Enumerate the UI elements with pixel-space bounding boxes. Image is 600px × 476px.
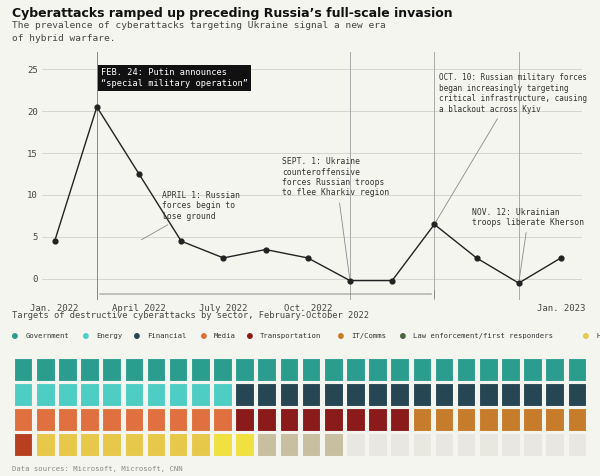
Point: [92, 103, 101, 111]
Point: [430, 220, 439, 228]
Text: ●: ●: [12, 330, 18, 341]
Point: [134, 170, 144, 178]
Text: FEB. 24: Putin announces
“special military operation”: FEB. 24: Putin announces “special milita…: [101, 68, 248, 88]
Text: Data sources: Microsoft, Microsoft, CNN: Data sources: Microsoft, Microsoft, CNN: [12, 466, 182, 472]
Text: The prevalence of cyberattacks targeting Ukraine signal a new era
of hybrid warf: The prevalence of cyberattacks targeting…: [12, 21, 386, 43]
Text: ●: ●: [583, 330, 589, 341]
Text: APRIL 1: Russian
forces begin to
lose ground: APRIL 1: Russian forces begin to lose gr…: [142, 191, 240, 240]
Text: SEPT. 1: Ukraine
counteroffensive
forces Russian troops
to flee Kharkiv region: SEPT. 1: Ukraine counteroffensive forces…: [283, 157, 390, 278]
Text: ●: ●: [134, 330, 140, 341]
Text: ●: ●: [83, 330, 89, 341]
Point: [50, 238, 59, 245]
Text: IT/Comms: IT/Comms: [352, 333, 386, 338]
Point: [261, 246, 271, 253]
Point: [176, 238, 186, 245]
Text: Targets of destructive cyberattacks by sector, February-October 2022: Targets of destructive cyberattacks by s…: [12, 311, 369, 320]
Text: Media: Media: [214, 333, 236, 338]
Point: [345, 277, 355, 284]
Text: ●: ●: [247, 330, 253, 341]
Point: [514, 279, 524, 287]
Text: ●: ●: [338, 330, 344, 341]
Point: [556, 254, 566, 262]
Point: [472, 254, 481, 262]
Text: Cyberattacks ramped up preceding Russia’s full-scale invasion: Cyberattacks ramped up preceding Russia’…: [12, 7, 452, 20]
Text: OCT. 10: Russian military forces
began increasingly targeting
critical infrastru: OCT. 10: Russian military forces began i…: [436, 73, 587, 222]
Text: Government: Government: [25, 333, 69, 338]
Text: Healthcare: Healthcare: [596, 333, 600, 338]
Text: ●: ●: [400, 330, 406, 341]
Text: ●: ●: [201, 330, 206, 341]
Text: Transportation: Transportation: [260, 333, 321, 338]
Text: Law enforcement/first responders: Law enforcement/first responders: [413, 333, 553, 338]
Point: [303, 254, 313, 262]
Text: Financial: Financial: [148, 333, 187, 338]
Point: [388, 277, 397, 284]
Point: [218, 254, 228, 262]
Text: NOV. 12: Ukrainian
troops liberate Kherson: NOV. 12: Ukrainian troops liberate Khers…: [472, 208, 584, 280]
Text: Energy: Energy: [97, 333, 123, 338]
